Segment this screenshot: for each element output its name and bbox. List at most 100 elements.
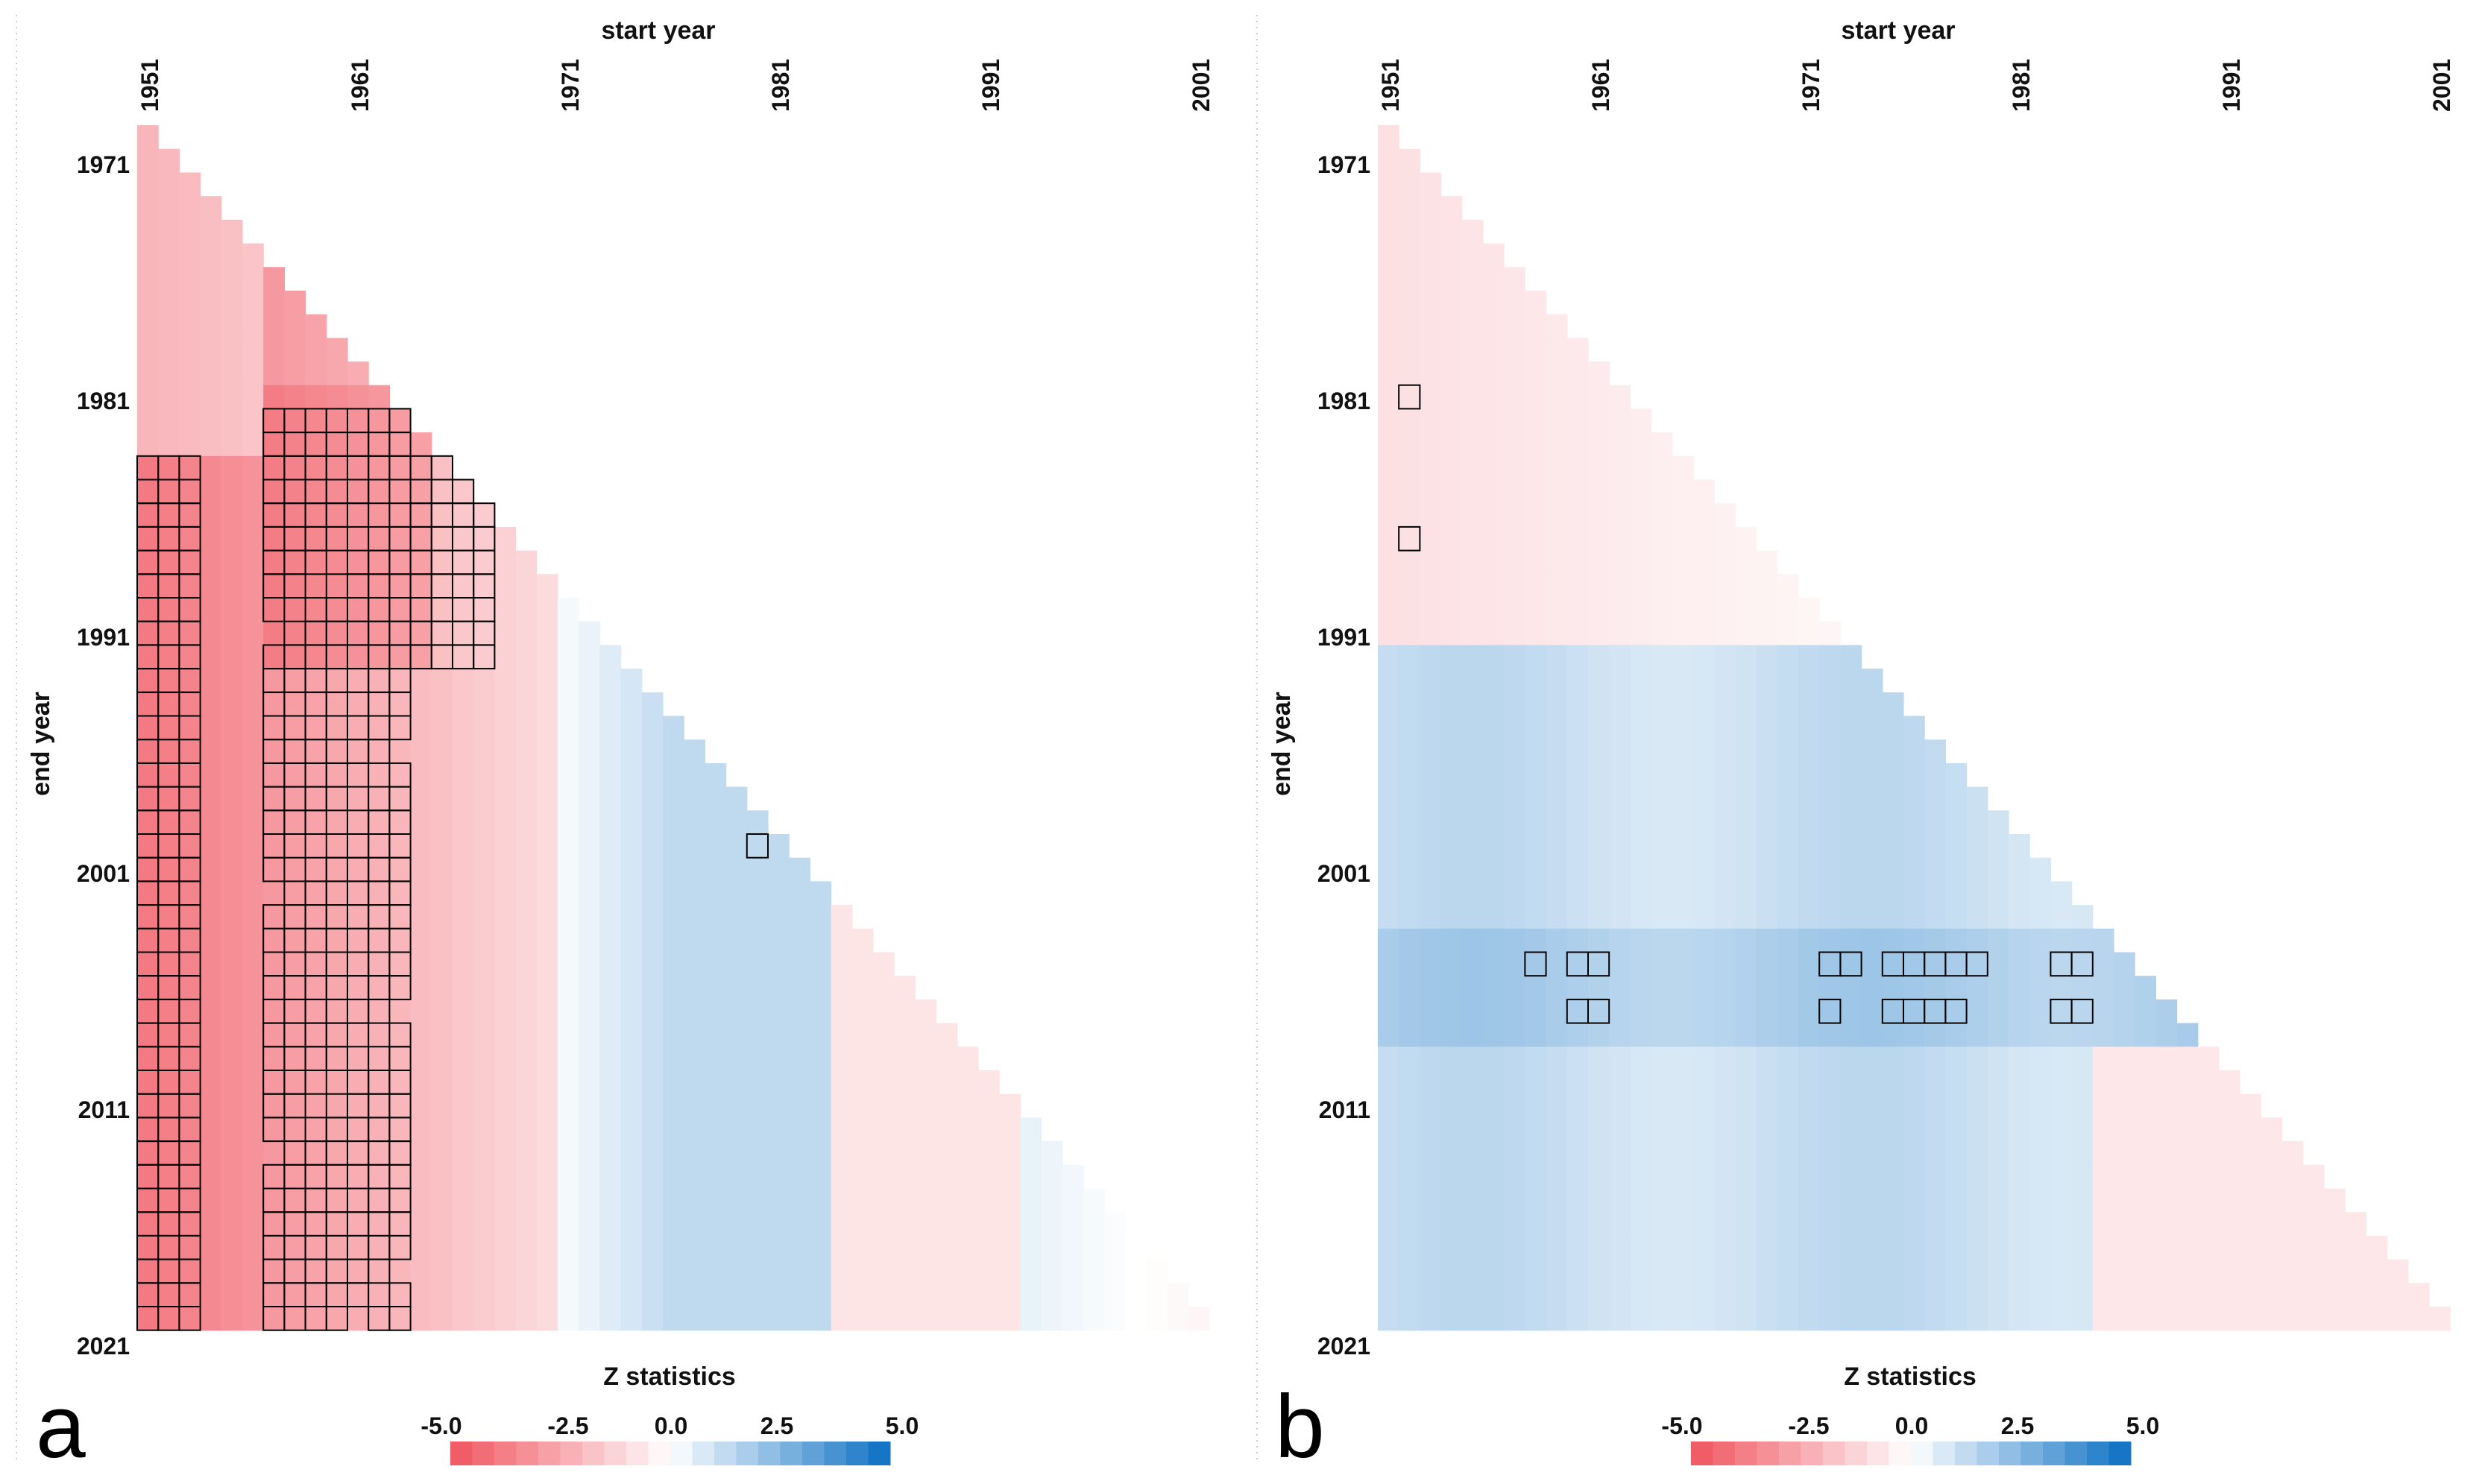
heatmap-cell	[1777, 976, 1799, 1000]
significance-box	[1965, 951, 1988, 977]
heatmap-cell	[284, 1070, 306, 1095]
heatmap-cell	[599, 1188, 622, 1213]
heatmap-cell	[1693, 1093, 1715, 1118]
heatmap-cell	[242, 598, 264, 622]
heatmap-cell	[1504, 739, 1525, 764]
heatmap-cell	[431, 1164, 453, 1190]
heatmap-cell	[158, 1307, 180, 1331]
heatmap-cell	[368, 621, 390, 645]
heatmap-cell	[1504, 810, 1525, 835]
heatmap-cell	[347, 408, 369, 433]
heatmap-cell	[473, 1023, 495, 1047]
heatmap-cell	[2050, 1188, 2073, 1213]
heatmap-cell	[2387, 1259, 2409, 1283]
heatmap-cell	[1146, 1307, 1168, 1331]
heatmap-cell	[1483, 385, 1505, 409]
heatmap-cell	[1924, 1164, 1946, 1190]
heatmap-cell	[453, 550, 474, 575]
heatmap-cell	[1924, 881, 1946, 906]
heatmap-cell	[2092, 1259, 2114, 1283]
heatmap-cell	[1461, 645, 1484, 669]
heatmap-cell	[1945, 1212, 1968, 1237]
heatmap-cell	[579, 999, 600, 1024]
heatmap-cell	[1630, 598, 1652, 622]
heatmap-cell	[326, 338, 348, 362]
heatmap-cell	[1651, 1023, 1673, 1047]
heatmap-cell	[1525, 716, 1547, 740]
heatmap-cell	[284, 928, 306, 953]
heatmap-cell	[1987, 905, 2009, 929]
heatmap-cell	[1461, 1117, 1484, 1142]
heatmap-cell	[1420, 1164, 1442, 1190]
heatmap-cell	[200, 1259, 222, 1283]
heatmap-cell	[1672, 1188, 1694, 1213]
heatmap-cell	[1630, 1188, 1652, 1213]
heatmap-cell	[494, 810, 517, 835]
heatmap-cell	[2029, 1164, 2051, 1190]
heatmap-cell	[1483, 314, 1505, 338]
heatmap-cell	[158, 196, 180, 221]
heatmap-cell	[1504, 1283, 1525, 1307]
significance-box	[325, 525, 348, 552]
heatmap-cell	[1440, 1117, 1463, 1142]
heatmap-cell	[1840, 1164, 1862, 1190]
heatmap-cell	[1041, 1188, 1063, 1213]
heatmap-cell	[389, 716, 412, 740]
heatmap-cell	[705, 1093, 727, 1118]
heatmap-cell	[1756, 952, 1778, 976]
heatmap-cell	[620, 928, 643, 953]
heatmap-cell	[263, 1164, 285, 1190]
heatmap-cell	[1735, 1141, 1757, 1166]
heatmap-cell	[1672, 1283, 1694, 1307]
panel-a-colorbar-tick-m2_5: -2.5	[547, 1412, 588, 1439]
heatmap-cell	[1588, 1307, 1610, 1331]
heatmap-cell	[1945, 810, 1968, 835]
heatmap-cell	[536, 1235, 558, 1260]
heatmap-cell	[368, 692, 390, 717]
heatmap-cell	[1504, 952, 1525, 976]
heatmap-cell	[179, 1212, 201, 1237]
heatmap-cell	[347, 1117, 369, 1142]
heatmap-cell	[1440, 1212, 1463, 1237]
heatmap-cell	[1546, 762, 1568, 788]
heatmap-cell	[242, 1070, 264, 1095]
heatmap-cell	[725, 1093, 748, 1118]
heatmap-cell	[705, 1259, 727, 1283]
significance-box	[283, 573, 306, 599]
panel-a-y-tick-2021: 2021	[77, 1333, 130, 1360]
heatmap-cell	[453, 952, 474, 976]
heatmap-cell	[2240, 1259, 2261, 1283]
heatmap-cell	[536, 952, 558, 976]
heatmap-cell	[305, 1117, 327, 1142]
heatmap-cell	[810, 928, 832, 953]
heatmap-cell	[473, 786, 495, 811]
heatmap-cell	[1378, 999, 1399, 1024]
heatmap-cell	[873, 1117, 895, 1142]
heatmap-cell	[389, 810, 412, 835]
heatmap-cell	[2114, 1307, 2135, 1331]
heatmap-cell	[1945, 1259, 1968, 1283]
heatmap-cell	[263, 1212, 285, 1237]
heatmap-cell	[1525, 479, 1547, 504]
heatmap-cell	[1609, 1212, 1631, 1237]
heatmap-cell	[515, 999, 538, 1024]
heatmap-cell	[1882, 1046, 1904, 1071]
heatmap-cell	[137, 1307, 159, 1331]
heatmap-cell	[494, 1164, 517, 1190]
heatmap-cell	[705, 834, 727, 859]
heatmap-cell	[242, 1046, 264, 1071]
heatmap-cell	[326, 479, 348, 504]
heatmap-cell	[1504, 645, 1525, 669]
heatmap-cell	[410, 1093, 432, 1118]
heatmap-cell	[1020, 1117, 1042, 1142]
heatmap-cell	[1588, 598, 1610, 622]
heatmap-cell	[431, 976, 453, 1000]
heatmap-cell	[305, 598, 327, 622]
heatmap-cell	[1672, 550, 1694, 575]
heatmap-cell	[2071, 1117, 2094, 1142]
heatmap-cell	[684, 739, 705, 764]
heatmap-cell	[1378, 338, 1399, 362]
heatmap-cell	[620, 881, 643, 906]
heatmap-cell	[2029, 905, 2051, 929]
heatmap-cell	[1735, 1070, 1757, 1095]
